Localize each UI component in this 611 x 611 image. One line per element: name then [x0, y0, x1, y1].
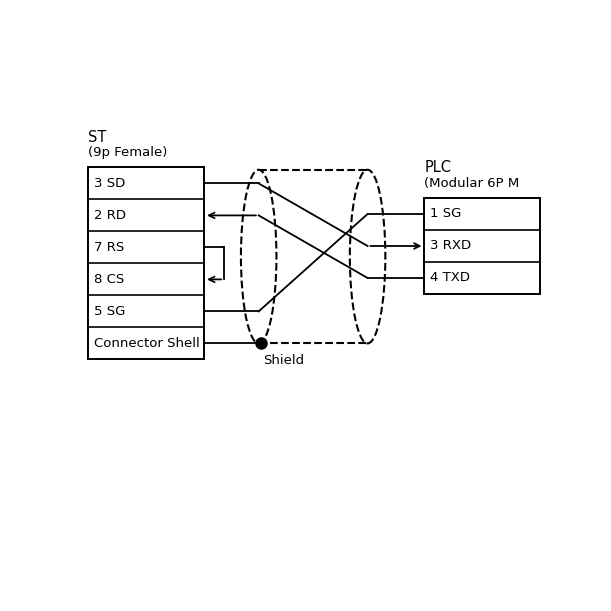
Text: 8 CS: 8 CS [94, 273, 124, 286]
Text: 1 SG: 1 SG [430, 208, 461, 221]
Text: ST: ST [88, 130, 106, 145]
Text: 2 RD: 2 RD [94, 209, 126, 222]
Text: (9p Female): (9p Female) [88, 146, 167, 159]
Text: Shield: Shield [263, 354, 304, 367]
Text: 7 RS: 7 RS [94, 241, 124, 254]
Text: Connector Shell: Connector Shell [94, 337, 200, 350]
Text: 3 RXD: 3 RXD [430, 240, 471, 252]
Bar [425, 198, 540, 294]
Text: PLC: PLC [425, 161, 452, 175]
Bar [88, 167, 204, 359]
Text: 4 TXD: 4 TXD [430, 271, 470, 285]
Text: 5 SG: 5 SG [94, 305, 125, 318]
Text: 3 SD: 3 SD [94, 177, 125, 190]
Text: (Modular 6P M: (Modular 6P M [425, 177, 520, 189]
